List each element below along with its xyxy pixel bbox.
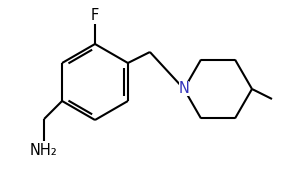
Text: N: N xyxy=(179,81,190,96)
Text: NH₂: NH₂ xyxy=(29,143,57,158)
Text: F: F xyxy=(91,8,99,23)
